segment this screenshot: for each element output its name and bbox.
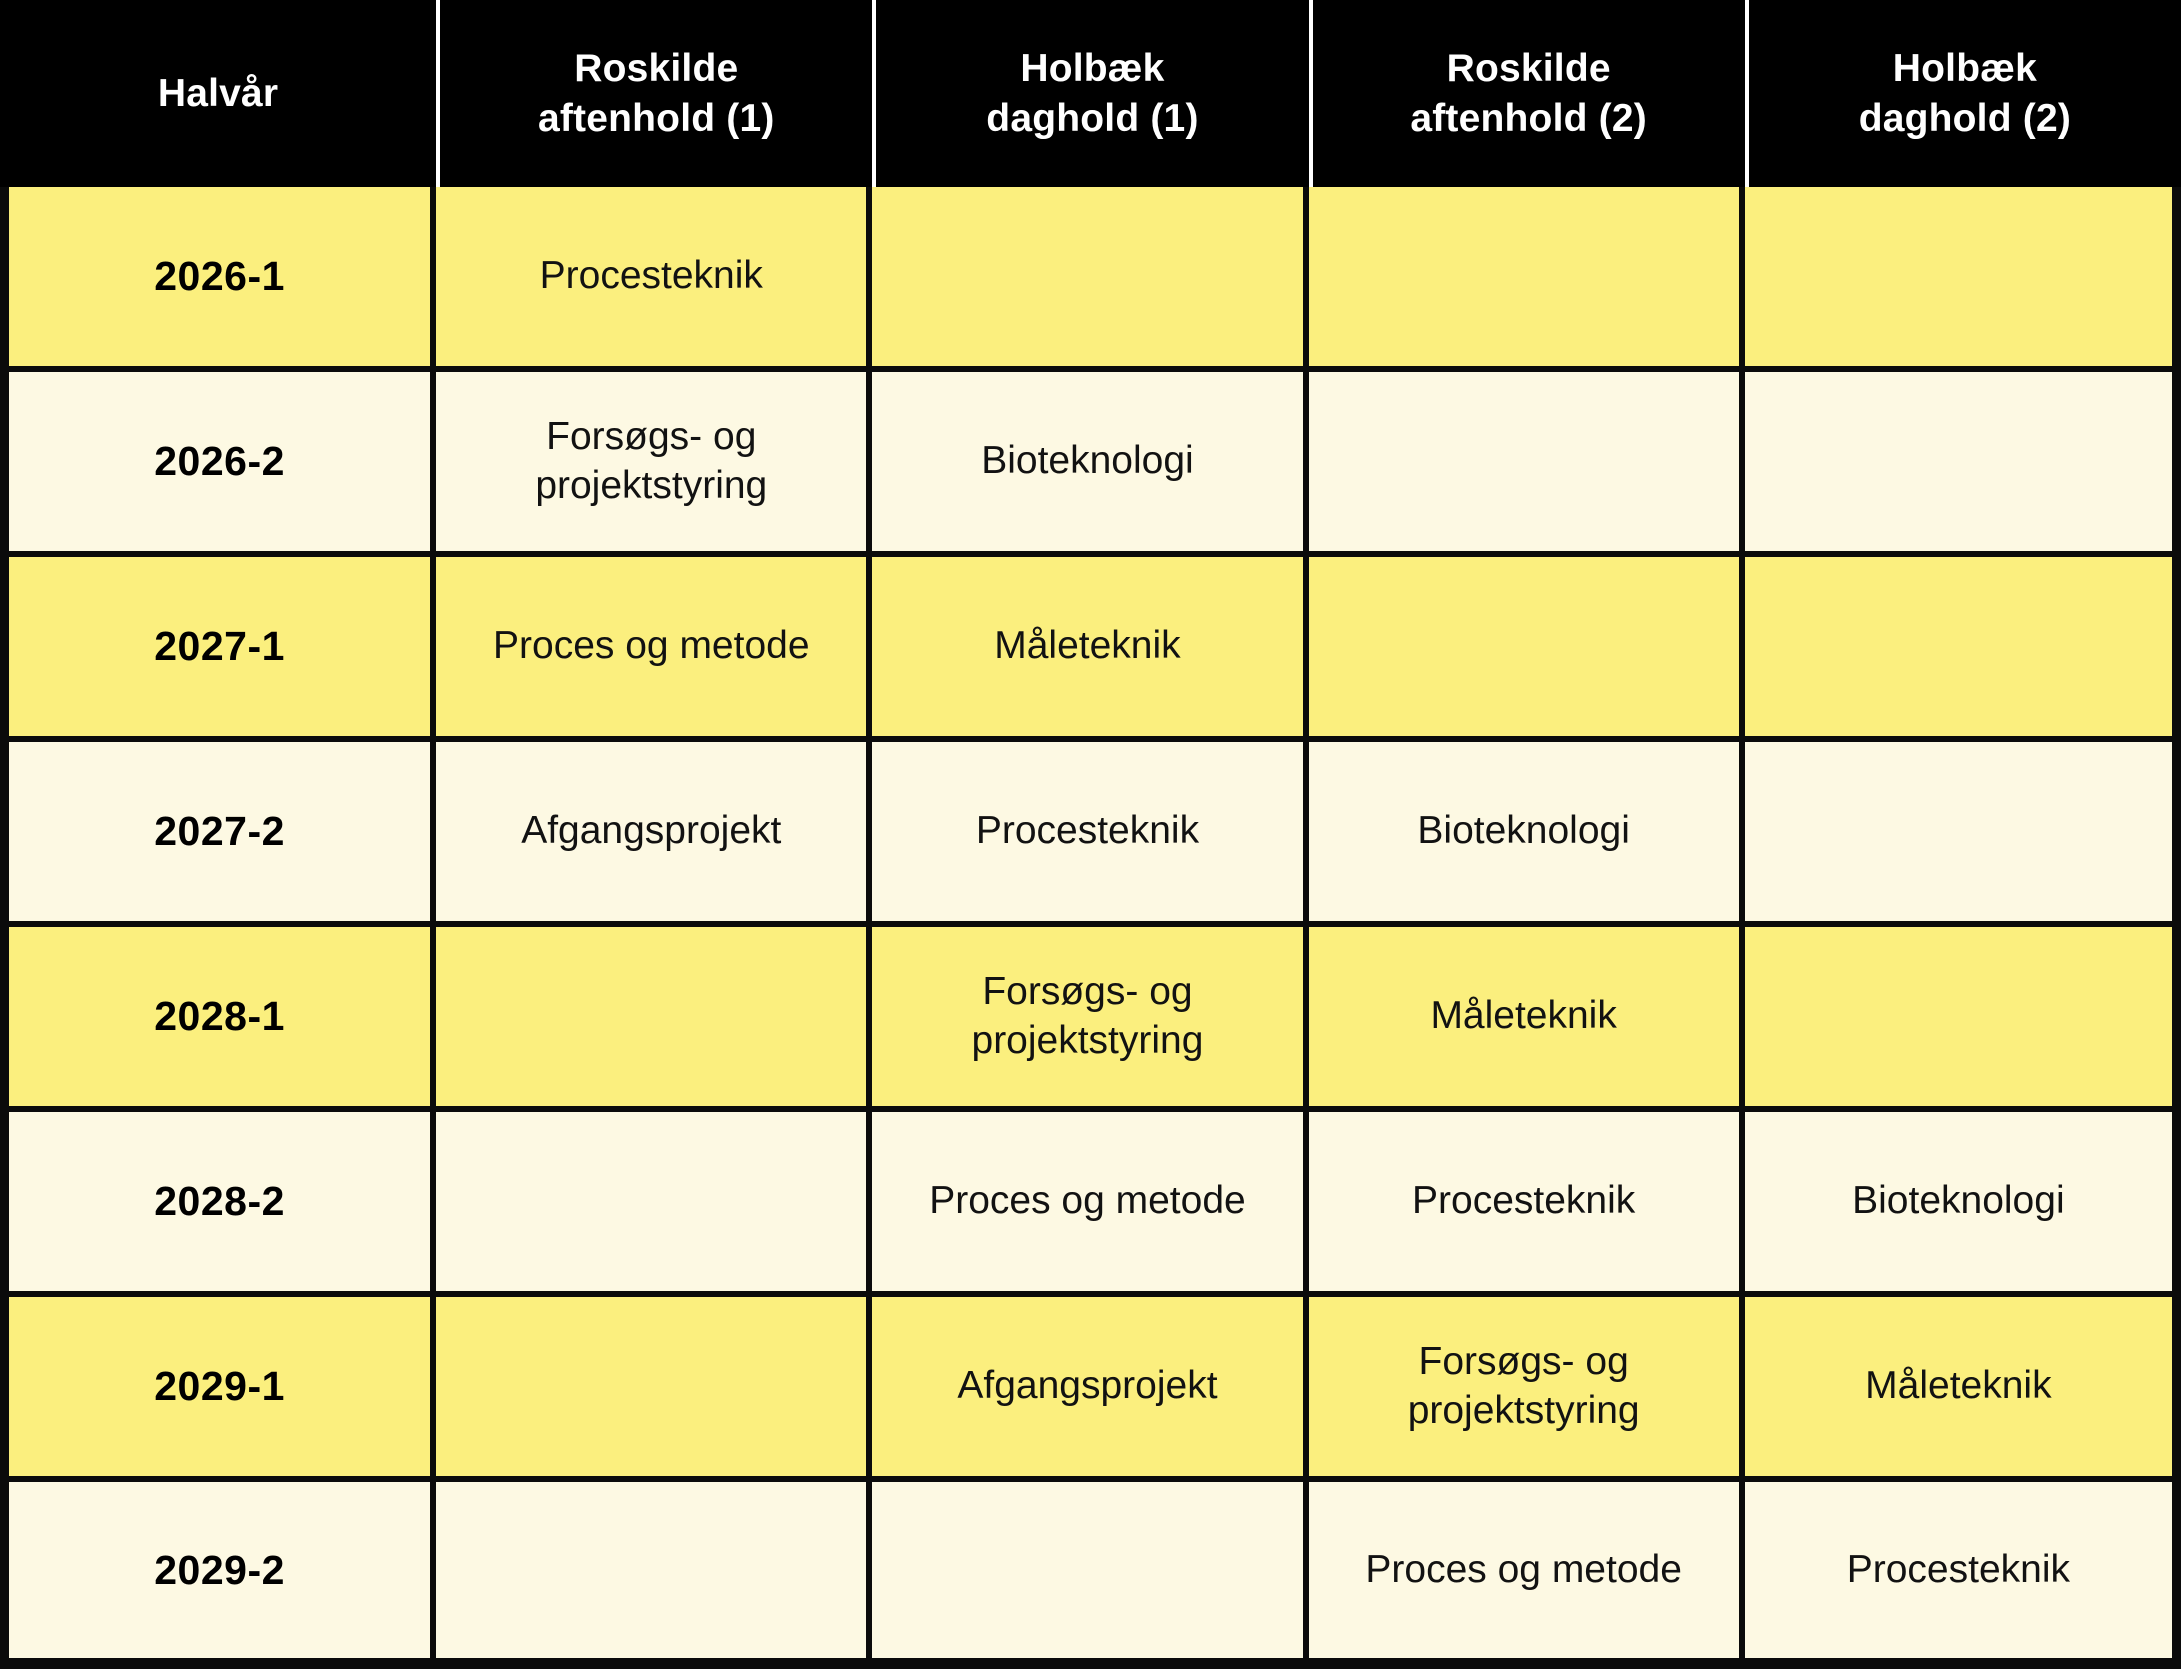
course-cell: Måleteknik xyxy=(872,557,1309,742)
table-row-2026-2: 2026-2 Forsøgs- og projektstyring Biotek… xyxy=(0,372,2181,557)
course-cell: Afgangsprojekt xyxy=(436,742,873,927)
course-cell: Proces og metode xyxy=(436,557,873,742)
course-cell: Proces og metode xyxy=(1308,1482,1745,1667)
course-cell: Forsøgs- og projektstyring xyxy=(436,372,873,557)
table-row-2026-1: 2026-1 Procesteknik xyxy=(0,187,2181,372)
halvar-cell: 2026-1 xyxy=(0,187,437,372)
course-cell xyxy=(436,1482,873,1667)
table-row-2028-2: 2028-2 Proces og metode Procesteknik Bio… xyxy=(0,1112,2181,1297)
course-cell: Procesteknik xyxy=(1308,1112,1745,1297)
course-cell: Procesteknik xyxy=(1744,1482,2181,1667)
course-cell xyxy=(1744,927,2181,1112)
header-cell-roskilde-1: Roskilde aftenhold (1) xyxy=(436,0,873,187)
header-cell-holbaek-2: Holbæk daghold (2) xyxy=(1744,0,2181,187)
halvar-cell: 2028-1 xyxy=(0,927,437,1112)
table-body: 2026-1 Procesteknik 2026-2 Forsøgs- og p… xyxy=(0,187,2181,1667)
halvar-cell: 2027-2 xyxy=(0,742,437,927)
table-row-2027-2: 2027-2 Afgangsprojekt Procesteknik Biote… xyxy=(0,742,2181,927)
course-cell xyxy=(1308,557,1745,742)
course-cell: Procesteknik xyxy=(436,187,873,372)
course-cell xyxy=(1308,372,1745,557)
table-header: Halvår Roskilde aftenhold (1) Holbæk dag… xyxy=(0,0,2181,187)
course-cell xyxy=(436,927,873,1112)
halvar-cell: 2029-2 xyxy=(0,1482,437,1667)
course-cell xyxy=(1308,187,1745,372)
course-cell xyxy=(436,1112,873,1297)
table-row-2027-1: 2027-1 Proces og metode Måleteknik xyxy=(0,557,2181,742)
course-cell: Bioteknologi xyxy=(1744,1112,2181,1297)
course-cell: Forsøgs- og projektstyring xyxy=(1308,1297,1745,1482)
course-cell xyxy=(436,1297,873,1482)
course-cell: Proces og metode xyxy=(872,1112,1309,1297)
course-cell: Bioteknologi xyxy=(1308,742,1745,927)
halvar-cell: 2027-1 xyxy=(0,557,437,742)
header-cell-roskilde-2: Roskilde aftenhold (2) xyxy=(1308,0,1745,187)
course-cell xyxy=(1744,742,2181,927)
course-cell xyxy=(872,1482,1309,1667)
course-cell: Afgangsprojekt xyxy=(872,1297,1309,1482)
course-cell: Måleteknik xyxy=(1308,927,1745,1112)
table-row-2029-2: 2029-2 Proces og metode Procesteknik xyxy=(0,1482,2181,1667)
course-cell xyxy=(1744,557,2181,742)
course-cell: Bioteknologi xyxy=(872,372,1309,557)
table-row-2029-1: 2029-1 Afgangsprojekt Forsøgs- og projek… xyxy=(0,1297,2181,1482)
course-cell xyxy=(1744,187,2181,372)
course-cell: Måleteknik xyxy=(1744,1297,2181,1482)
course-cell xyxy=(1744,372,2181,557)
course-cell: Forsøgs- og projektstyring xyxy=(872,927,1309,1112)
halvar-cell: 2028-2 xyxy=(0,1112,437,1297)
header-row: Halvår Roskilde aftenhold (1) Holbæk dag… xyxy=(0,0,2181,187)
table-row-2028-1: 2028-1 Forsøgs- og projektstyring Målete… xyxy=(0,927,2181,1112)
halvar-cell: 2026-2 xyxy=(0,372,437,557)
header-cell-holbaek-1: Holbæk daghold (1) xyxy=(872,0,1309,187)
course-cell xyxy=(872,187,1309,372)
halvar-cell: 2029-1 xyxy=(0,1297,437,1482)
course-cell: Procesteknik xyxy=(872,742,1309,927)
header-cell-halvar: Halvår xyxy=(0,0,437,187)
